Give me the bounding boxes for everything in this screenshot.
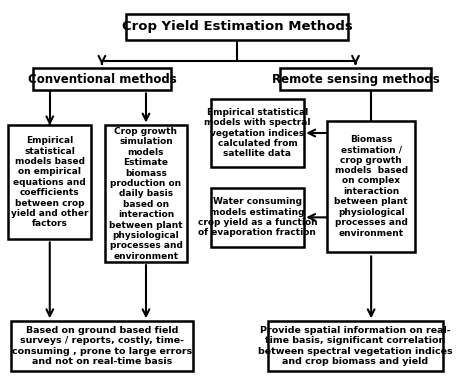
FancyBboxPatch shape [327,121,415,252]
FancyBboxPatch shape [8,125,91,239]
Text: Water consuming
models estimating
crop yield as a function
of evaporation fracti: Water consuming models estimating crop y… [198,197,317,238]
Text: Empirical
statistical
models based
on empirical
equations and
coefficients
betwe: Empirical statistical models based on em… [11,136,89,228]
Text: Based on ground based field
surveys / reports, costly, time-
consuming , prone t: Based on ground based field surveys / re… [12,326,192,366]
FancyBboxPatch shape [211,99,304,167]
Text: Remote sensing methods: Remote sensing methods [272,73,439,86]
Text: Provide spatial information on real-
time basis, significant correlation
between: Provide spatial information on real- tim… [258,326,453,366]
FancyBboxPatch shape [211,188,304,247]
FancyBboxPatch shape [126,14,348,40]
FancyBboxPatch shape [268,321,443,370]
FancyBboxPatch shape [280,68,431,90]
Text: Crop growth
simulation
models
Estimate
biomass
production on
daily basis
based o: Crop growth simulation models Estimate b… [109,127,183,261]
Text: Biomass
estimation /
crop growth
models  based
on complex
interaction
between pl: Biomass estimation / crop growth models … [334,135,408,238]
FancyBboxPatch shape [104,125,187,262]
FancyBboxPatch shape [33,68,171,90]
Text: Crop Yield Estimation Methods: Crop Yield Estimation Methods [122,20,352,33]
Text: Empirical statistical
models with spectral
vegetation indices
calculated from
sa: Empirical statistical models with spectr… [204,108,310,158]
FancyBboxPatch shape [10,321,193,370]
Text: Conventional methods: Conventional methods [27,73,176,86]
